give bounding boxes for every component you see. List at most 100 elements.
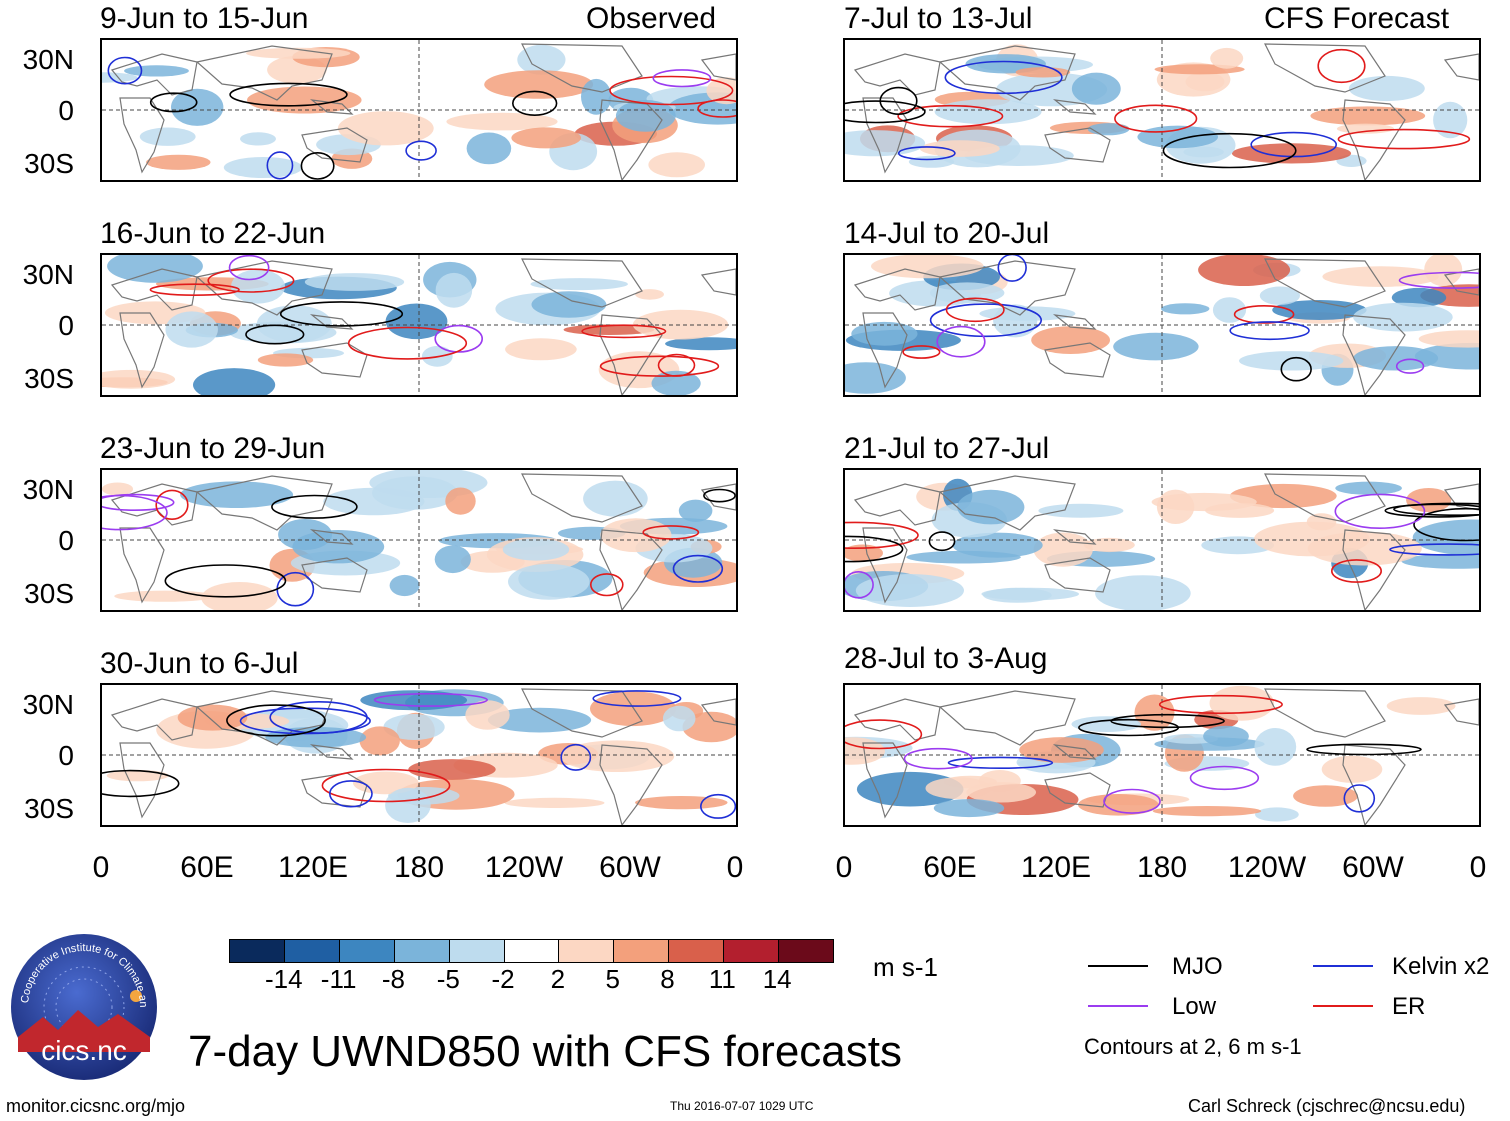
coastline (301, 557, 368, 593)
er-contour (657, 353, 696, 377)
map-panel-left-1 (100, 38, 738, 182)
wind-anomaly-shading (648, 152, 705, 178)
wind-anomaly-shading (139, 127, 196, 146)
wind-anomaly-shading (1033, 532, 1093, 567)
wind-anomaly-shading (360, 690, 468, 711)
wind-anomaly-shading (102, 72, 138, 83)
kelvin-contour (266, 151, 294, 180)
coastline (1342, 99, 1406, 180)
coastline (309, 744, 354, 760)
coastline (195, 260, 333, 316)
colorbar-swatch (504, 940, 560, 962)
coastline (119, 312, 165, 389)
lon-label-left-0-end: 0 (726, 851, 744, 884)
coastline (1443, 698, 1479, 726)
footer-author[interactable]: Carl Schreck (cjschrec@ncsu.edu) (1188, 1096, 1466, 1116)
low-contour (903, 747, 973, 770)
panel-title-right-3: 21-Jul to 27-Jul (844, 432, 1050, 465)
lat-label-0-row1: 0 (58, 95, 74, 126)
wind-anomaly-shading (1254, 728, 1297, 766)
coastline (1052, 99, 1097, 115)
wind-anomaly-shading (193, 368, 276, 395)
kelvin-contour (700, 793, 736, 819)
er-contour (347, 326, 468, 360)
mjo-contour (928, 531, 956, 552)
coastline (938, 475, 1076, 531)
kelvin-contour (560, 743, 592, 771)
wind-anomaly-shading (581, 78, 612, 115)
map-panel-right-1 (843, 38, 1481, 182)
wind-anomaly-shading (292, 530, 385, 564)
coastline (938, 260, 1076, 316)
lon-label-left-60w: 60W (599, 851, 661, 884)
mjo-contour (229, 82, 348, 107)
colorbar-label: 5 (605, 964, 620, 994)
wind-anomaly-shading (1353, 346, 1439, 371)
colorbar-label: -8 (381, 964, 406, 994)
wind-anomaly-shading (665, 337, 736, 351)
low-contour (1398, 271, 1479, 289)
mjo-contour (271, 494, 358, 519)
wind-anomaly-shading (1231, 143, 1352, 164)
coastline (599, 744, 663, 825)
legend-er-line (1313, 1005, 1373, 1007)
wind-anomaly-shading (1272, 300, 1367, 320)
wind-anomaly-shading (1209, 685, 1275, 721)
wind-anomaly-shading (1152, 806, 1262, 817)
er-contour (1330, 559, 1382, 583)
wind-anomaly-shading (1293, 785, 1358, 807)
colorbar-swatch (449, 940, 505, 962)
er-contour (1233, 305, 1295, 324)
kelvin-contour (1250, 131, 1338, 158)
wind-anomaly-shading (487, 707, 592, 733)
wind-anomaly-shading (966, 782, 1036, 803)
wind-anomaly-shading (919, 140, 1000, 157)
wind-anomaly-shading (1015, 67, 1071, 78)
panel-title-left-1: 9-Jun to 15-Jun (100, 2, 309, 35)
wind-anomaly-shading (1095, 575, 1191, 610)
mjo-contour (845, 535, 904, 563)
lat-label-30s-row2: 30S (24, 363, 74, 394)
contour-note: Contours at 2, 6 m s-1 (1084, 1034, 1302, 1059)
wind-anomaly-shading (1259, 286, 1300, 305)
wind-anomaly-shading (563, 324, 655, 335)
colorbar (229, 939, 834, 963)
coastline (110, 268, 198, 311)
coastline (119, 527, 165, 604)
coastline (938, 45, 1076, 101)
wind-anomaly-shading (466, 132, 512, 165)
low-contour (434, 324, 484, 353)
wind-anomaly-shading (1156, 489, 1195, 524)
kelvin-contour (592, 690, 682, 707)
coastline (700, 268, 736, 296)
wind-anomaly-shading (223, 157, 303, 178)
mjo-contour (164, 564, 287, 598)
wind-anomaly-shading (1310, 106, 1426, 126)
colorbar-label: 8 (660, 964, 675, 994)
er-contour (589, 573, 624, 597)
mjo-contour (845, 100, 926, 124)
lon-label-left-0: 0 (92, 851, 110, 884)
wind-anomaly-shading (1322, 266, 1439, 287)
er-contour (845, 521, 919, 549)
lon-label-right-120w: 120W (1227, 851, 1307, 884)
panel-title-right-1: 7-Jul to 13-Jul (844, 2, 1033, 35)
wind-anomaly-shading (930, 282, 1005, 304)
er-contour (1337, 128, 1471, 150)
coastline (110, 698, 198, 741)
lon-label-right-120e: 120E (1020, 851, 1092, 884)
wind-anomaly-shading (1031, 326, 1110, 354)
wind-anomaly-shading (531, 291, 607, 318)
legend-kelvin-label: Kelvin x2 (1392, 953, 1490, 980)
wind-anomaly-shading (1255, 807, 1299, 822)
coastline (1443, 483, 1479, 511)
wind-anomaly-shading (1386, 697, 1456, 715)
wind-anomaly-shading (1087, 123, 1130, 136)
legend-mjo-label: MJO (1172, 953, 1223, 980)
wind-anomaly-shading (1239, 351, 1344, 371)
er-contour (207, 268, 295, 293)
wind-anomaly-shading (1418, 330, 1479, 348)
footer-url[interactable]: monitor.cicsnc.org/mjo (6, 1096, 186, 1116)
coastline (1443, 268, 1479, 296)
wind-anomaly-shading (906, 550, 1021, 564)
